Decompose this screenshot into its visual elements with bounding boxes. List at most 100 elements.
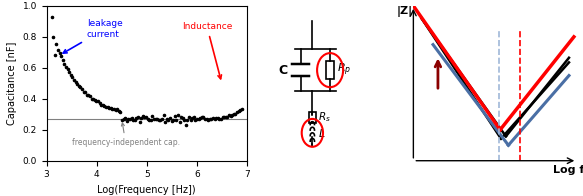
Point — [65, 70, 74, 74]
Point — [47, 15, 57, 18]
Point — [207, 117, 216, 120]
Point — [60, 63, 69, 66]
Point — [194, 117, 203, 121]
Text: $R_p$: $R_p$ — [336, 62, 351, 78]
Point — [71, 80, 80, 83]
Text: $L$: $L$ — [318, 127, 326, 139]
Text: |Z|: |Z| — [397, 6, 413, 17]
Point — [128, 119, 138, 122]
Point — [80, 91, 90, 94]
Point — [92, 99, 101, 102]
Point — [63, 68, 72, 71]
Point — [224, 114, 234, 117]
Point — [205, 118, 215, 121]
Y-axis label: Capacitance [nF]: Capacitance [nF] — [7, 42, 17, 125]
Point — [124, 118, 133, 121]
Point — [79, 90, 88, 93]
Point — [61, 66, 71, 69]
Point — [135, 120, 144, 123]
Point — [192, 117, 202, 121]
Point — [69, 78, 79, 82]
Point — [122, 120, 131, 123]
Text: frequency-independent cap.: frequency-independent cap. — [72, 123, 180, 147]
Point — [93, 100, 103, 103]
Point — [210, 117, 219, 120]
Point — [114, 109, 124, 112]
Point — [213, 117, 223, 120]
Point — [215, 117, 224, 121]
Point — [140, 116, 149, 119]
Point — [157, 118, 167, 121]
Point — [156, 118, 165, 122]
Point — [72, 82, 82, 85]
Text: $R_s$: $R_s$ — [318, 111, 331, 124]
Point — [151, 117, 160, 121]
Point — [223, 115, 232, 118]
Point — [117, 119, 127, 122]
Point — [226, 114, 236, 118]
Point — [95, 102, 104, 105]
Point — [57, 55, 66, 58]
Point — [168, 119, 178, 122]
Point — [101, 105, 111, 108]
Point — [66, 73, 75, 76]
Point — [229, 113, 238, 116]
Point — [85, 94, 94, 98]
Point — [132, 116, 141, 120]
Text: Inductance: Inductance — [182, 22, 232, 79]
Point — [149, 117, 159, 120]
Point — [121, 117, 130, 120]
Bar — [326, 61, 334, 79]
Point — [134, 115, 143, 118]
Point — [100, 105, 109, 108]
Point — [55, 51, 64, 54]
Point — [113, 107, 122, 111]
Point — [159, 114, 168, 117]
Point — [98, 104, 107, 107]
Bar — [309, 112, 315, 123]
Point — [52, 43, 61, 46]
Point — [167, 119, 176, 122]
Point — [78, 88, 87, 91]
Point — [54, 48, 63, 52]
Point — [109, 107, 118, 110]
Point — [125, 118, 135, 121]
Point — [68, 75, 77, 79]
Point — [177, 116, 186, 119]
Point — [104, 106, 114, 109]
Point — [127, 117, 136, 120]
Point — [208, 117, 217, 120]
X-axis label: Log(Frequency [Hz]): Log(Frequency [Hz]) — [97, 185, 196, 195]
Point — [201, 117, 210, 120]
Point — [119, 117, 128, 120]
Point — [191, 119, 200, 122]
Point — [220, 116, 229, 119]
Point — [165, 116, 174, 119]
Point — [216, 117, 226, 120]
Point — [181, 123, 191, 126]
Point — [146, 118, 156, 121]
Point — [231, 112, 240, 115]
Point — [171, 119, 181, 122]
Point — [84, 93, 93, 97]
Point — [180, 119, 189, 122]
Text: leakage
current: leakage current — [63, 19, 122, 53]
Point — [170, 114, 180, 117]
Point — [162, 118, 171, 121]
Point — [154, 118, 163, 121]
Point — [233, 111, 242, 114]
Point — [90, 98, 100, 102]
Point — [164, 119, 173, 122]
Point — [115, 111, 125, 114]
Point — [212, 117, 221, 120]
Point — [183, 119, 192, 122]
Point — [111, 109, 120, 112]
Point — [138, 114, 147, 117]
Point — [221, 116, 230, 119]
Point — [196, 117, 205, 120]
Point — [48, 35, 58, 38]
Point — [175, 120, 184, 123]
Point — [108, 107, 117, 111]
Point — [184, 116, 194, 119]
Point — [145, 119, 154, 122]
